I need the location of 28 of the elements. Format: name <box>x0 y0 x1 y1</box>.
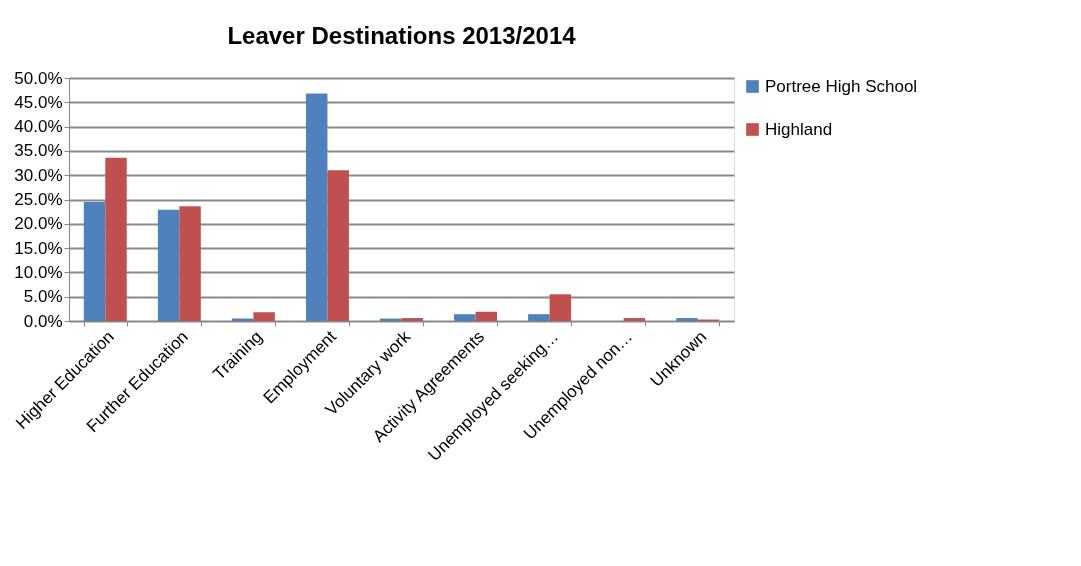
y-tick-label: 25.0% <box>14 190 63 209</box>
bar <box>528 314 550 321</box>
y-tick-label: 10.0% <box>14 262 63 282</box>
y-tick-label: 50.0% <box>14 68 63 88</box>
bar <box>253 312 275 321</box>
chart-title: Leaver Destinations 2013/2014 <box>227 22 577 49</box>
bar <box>475 311 498 321</box>
bar <box>454 314 476 321</box>
bar <box>179 206 201 321</box>
legend-label: Portree High School <box>765 76 918 96</box>
bar <box>105 157 127 321</box>
y-tick-label: 5.0% <box>23 287 63 307</box>
y-tick-label: 45.0% <box>14 92 63 112</box>
y-tick-label: 30.0% <box>14 165 63 185</box>
bar <box>157 209 180 321</box>
y-tick-label: 35.0% <box>14 141 63 161</box>
bar <box>623 318 646 321</box>
bar <box>83 201 106 321</box>
legend-label: Highland <box>765 119 833 139</box>
y-tick-label: 40.0% <box>14 117 63 137</box>
bar <box>305 93 328 321</box>
bar <box>549 294 572 321</box>
y-tick-label: 20.0% <box>14 214 63 234</box>
y-tick-label: 15.0% <box>14 238 63 258</box>
y-tick-label: 0.0% <box>23 311 63 331</box>
bar <box>327 170 349 321</box>
bar <box>676 318 698 321</box>
bar <box>401 318 423 321</box>
